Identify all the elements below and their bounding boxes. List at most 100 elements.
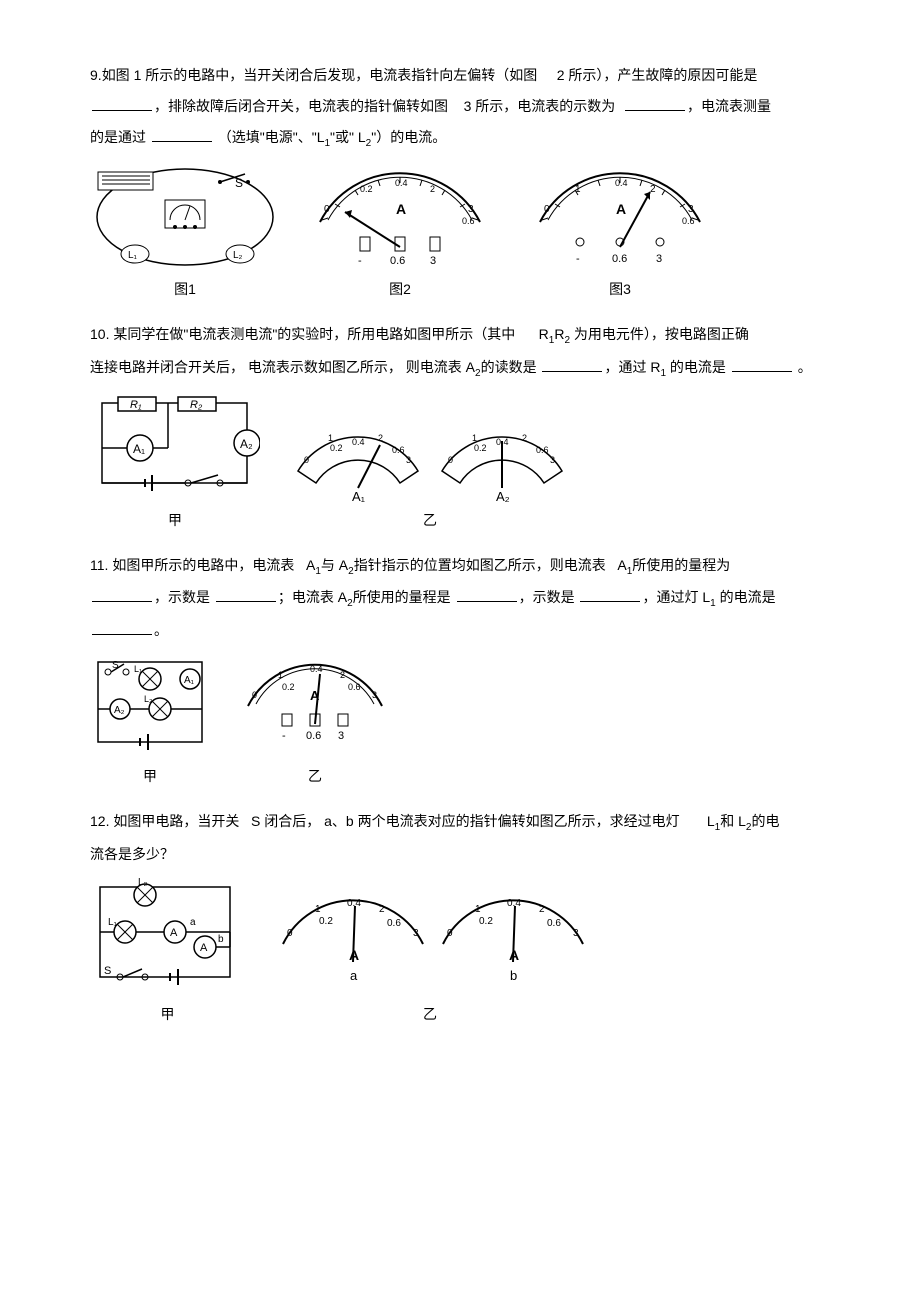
svg-text:0.6: 0.6	[390, 255, 405, 267]
svg-text:0.4: 0.4	[352, 437, 365, 447]
q10-fig1-label: 甲	[90, 505, 260, 536]
q10-fig2: 01 0.20.4 20.6 3 A₁ 01 0.20.4 20.6 3	[280, 403, 580, 536]
q11-t11: ，通过灯 L	[642, 589, 710, 605]
question-10: 10. 某同学在做"电流表测电流"的实验时，所用电路如图甲所示（其中 R1R2 …	[90, 319, 830, 535]
question-12: 12. 如图甲电路，当开关 S 闭合后， a、b 两个电流表对应的指针偏转如图乙…	[90, 806, 830, 1030]
q12-figures: L₂ L₁ A a A b S	[90, 877, 830, 1030]
svg-text:0.6: 0.6	[547, 918, 561, 929]
q10-fig1: R₁ R₂ A₁ A₂	[90, 393, 260, 536]
svg-text:0.2: 0.2	[474, 443, 487, 453]
svg-text:A₁: A₁	[184, 675, 195, 686]
svg-text:0.4: 0.4	[395, 178, 408, 188]
svg-text:A₂: A₂	[240, 437, 253, 451]
svg-text:b: b	[510, 968, 517, 983]
svg-text:2: 2	[379, 904, 385, 915]
q9-t9: "）的电流。	[371, 129, 446, 145]
q11-fig2: 01 0.20.4 20.6 3 A - 0.6 3 乙	[230, 654, 400, 792]
svg-text:2: 2	[430, 184, 435, 194]
svg-text:0.6: 0.6	[387, 918, 401, 929]
svg-text:A₁: A₁	[352, 489, 366, 503]
q11-t2: A	[306, 557, 315, 573]
q11-t12: 的电流是	[716, 589, 776, 605]
q11-text: 11. 如图甲所示的电路中，电流表 A1与 A2指针指示的位置均如图乙所示，则电…	[90, 550, 830, 646]
svg-text:0: 0	[287, 928, 293, 939]
q11-t1: 如图甲所示的电路中，电流表	[112, 557, 294, 573]
question-11: 11. 如图甲所示的电路中，电流表 A1与 A2指针指示的位置均如图乙所示，则电…	[90, 550, 830, 792]
q9-fig3: 0 1 0.4 2 3 0.6 A - 0.6 3 图3	[520, 162, 720, 305]
svg-text:L₁: L₁	[134, 664, 142, 674]
svg-text:0.2: 0.2	[479, 916, 493, 927]
q11-num: 11.	[90, 557, 108, 573]
q12-fig2: 01 0.20.4 20.6 3 A a 01 0.20.4 20.6 3	[265, 882, 595, 1030]
q9-figures: S L₁ L₂ 图1	[90, 162, 830, 305]
svg-text:1: 1	[278, 670, 283, 680]
svg-text:3: 3	[338, 730, 344, 742]
q9-t1: 如图 1 所示的电路中，当开关闭合后发现，电流表指针向左偏转（如图	[102, 67, 538, 83]
q10-t1: 某同学在做"电流表测电流"的实验时，所用电路如图甲所示（其中	[113, 326, 515, 342]
q9-t2: 2 所示），产生故障的原因可能是	[557, 67, 758, 83]
svg-text:0: 0	[252, 690, 257, 700]
svg-text:A: A	[349, 947, 359, 963]
svg-text:-: -	[576, 253, 580, 265]
q12-fig1-label: 甲	[90, 999, 245, 1030]
svg-text:0: 0	[447, 928, 453, 939]
q9-fig1: S L₁ L₂ 图1	[90, 162, 280, 305]
q9-blank1[interactable]	[92, 96, 152, 111]
q10-figures: R₁ R₂ A₁ A₂	[90, 393, 830, 536]
q10-t6: ，通过 R	[604, 359, 660, 375]
q9-t4: 3 所示，电流表的示数为	[464, 98, 616, 114]
q10-blank2[interactable]	[732, 357, 792, 372]
q10-t2: R	[539, 326, 549, 342]
q12-text: 12. 如图甲电路，当开关 S 闭合后， a、b 两个电流表对应的指针偏转如图乙…	[90, 806, 830, 870]
q11-figures: S L₁ A₁ A₂ L₂ 甲	[90, 654, 830, 792]
svg-text:0.4: 0.4	[310, 664, 323, 674]
svg-text:R₁: R₁	[130, 399, 142, 411]
q11-t7: ，示数是	[154, 589, 210, 605]
svg-text:A₂: A₂	[114, 705, 125, 716]
svg-text:0.6: 0.6	[348, 682, 361, 692]
q11-blank2[interactable]	[216, 587, 276, 602]
svg-text:0.2: 0.2	[360, 184, 373, 194]
svg-text:3: 3	[688, 204, 694, 215]
q10-t3: 为用电元件），按电路图正确	[570, 326, 749, 342]
svg-text:a: a	[190, 917, 196, 928]
q11-t3: 与 A	[321, 557, 348, 573]
q11-t9: 所使用的量程是	[353, 589, 451, 605]
svg-text:3: 3	[573, 928, 579, 939]
svg-text:0.6: 0.6	[536, 445, 549, 455]
q12-num: 12.	[90, 813, 109, 829]
q11-t8: ；电流表 A	[278, 589, 347, 605]
svg-text:3: 3	[372, 690, 377, 700]
svg-text:0.2: 0.2	[330, 443, 343, 453]
svg-text:L₁: L₁	[108, 917, 118, 928]
q11-blank3[interactable]	[457, 587, 517, 602]
q10-blank1[interactable]	[542, 357, 602, 372]
q11-t13: 。	[154, 622, 168, 638]
svg-text:S: S	[112, 660, 119, 671]
q9-t7: （选填"电源"、"L	[218, 129, 325, 145]
svg-text:0.6: 0.6	[612, 253, 627, 265]
q11-t10: ，示数是	[519, 589, 575, 605]
q11-blank5[interactable]	[92, 620, 152, 635]
q12-fig2-label: 乙	[265, 999, 595, 1030]
svg-text:A: A	[509, 947, 519, 963]
q9-blank3[interactable]	[152, 127, 212, 142]
svg-text:L₂: L₂	[138, 877, 148, 888]
svg-text:1: 1	[315, 904, 321, 915]
q11-fig2-label: 乙	[230, 761, 400, 792]
svg-text:A: A	[170, 927, 178, 939]
q11-blank4[interactable]	[580, 587, 640, 602]
svg-text:0: 0	[544, 204, 550, 215]
svg-text:S: S	[235, 176, 243, 190]
question-9: 9.如图 1 所示的电路中，当开关闭合后发现，电流表指针向左偏转（如图 2 所示…	[90, 60, 830, 305]
svg-text:3: 3	[656, 253, 662, 265]
svg-text:1: 1	[472, 433, 477, 443]
svg-text:A₁: A₁	[133, 442, 145, 456]
svg-text:1: 1	[575, 184, 581, 195]
q9-blank2[interactable]	[625, 96, 685, 111]
svg-text:L₂: L₂	[144, 694, 153, 704]
svg-text:2: 2	[539, 904, 545, 915]
svg-text:-: -	[358, 255, 362, 267]
q11-blank1[interactable]	[92, 587, 152, 602]
svg-text:2: 2	[522, 433, 527, 443]
